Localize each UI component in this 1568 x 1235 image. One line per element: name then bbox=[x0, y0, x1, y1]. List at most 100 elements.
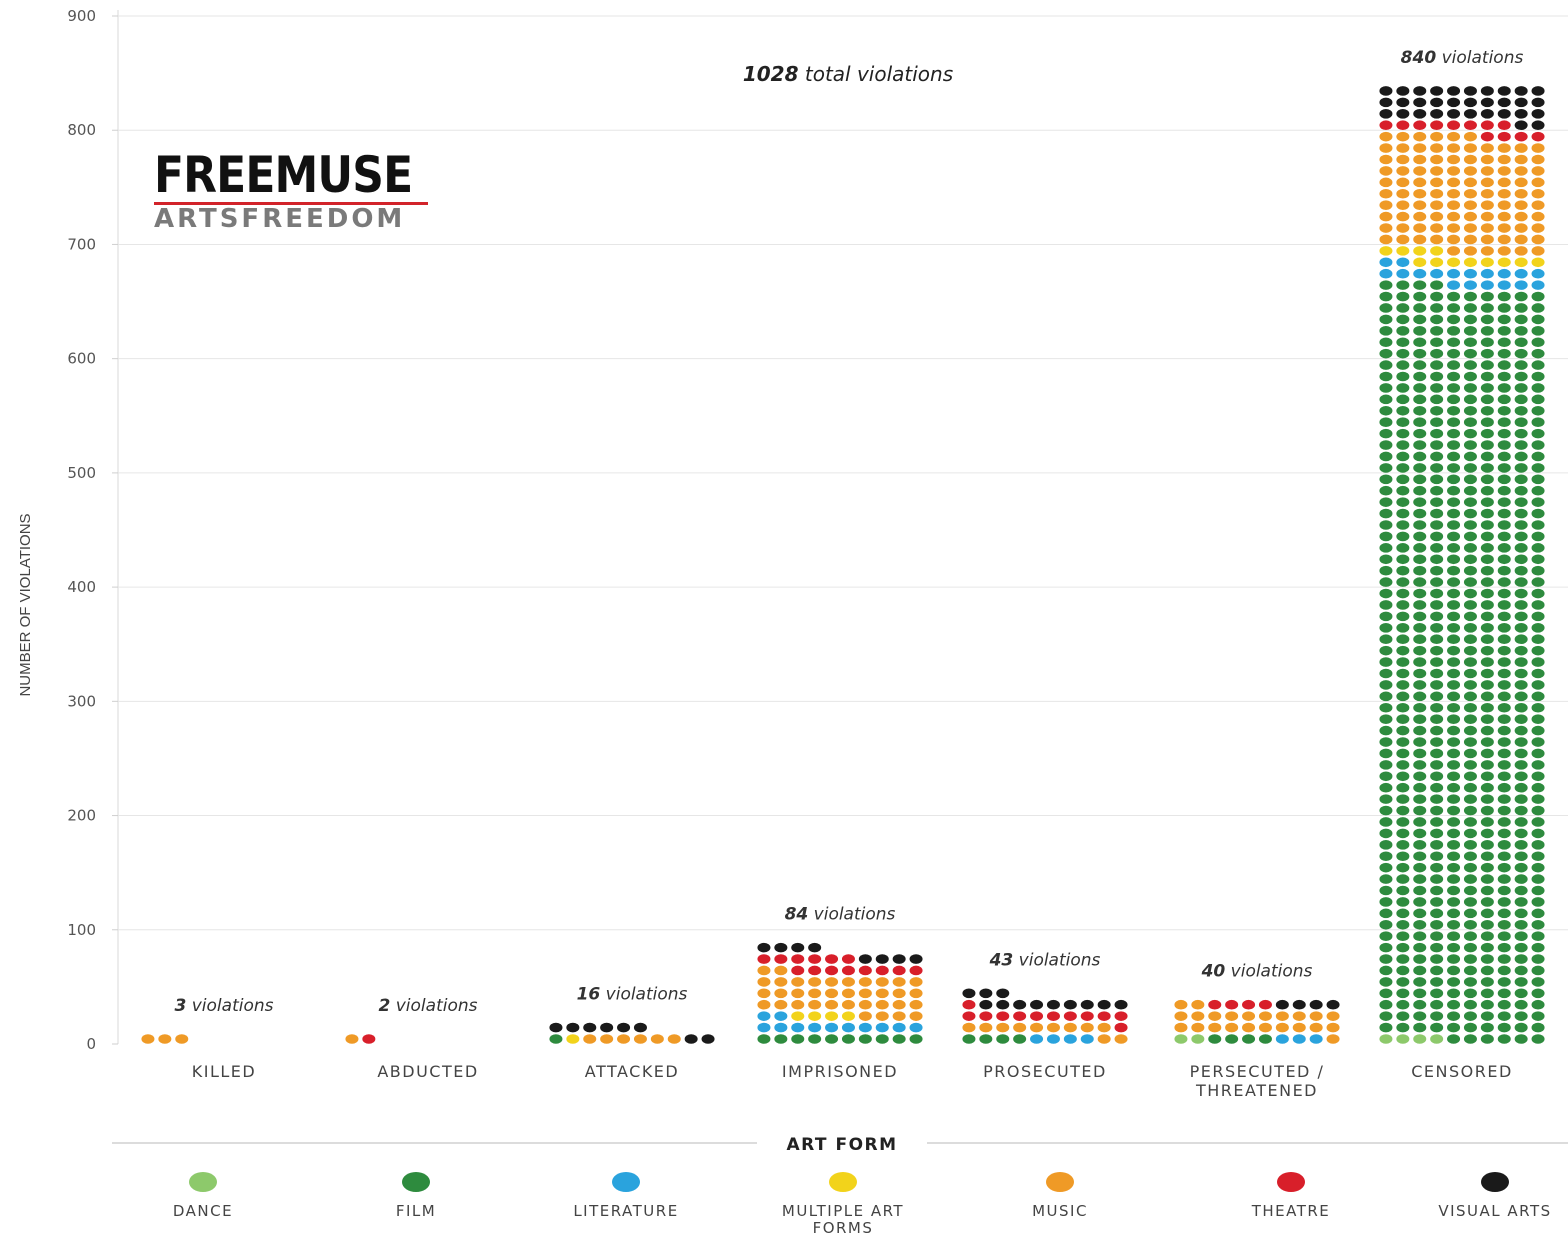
dot-film bbox=[1514, 611, 1528, 622]
y-tick-label: 300 bbox=[67, 692, 96, 710]
dot-literature bbox=[1063, 1034, 1077, 1044]
dot-visual-arts bbox=[1379, 97, 1393, 108]
dot-visual-arts bbox=[1497, 109, 1511, 119]
dot-film bbox=[1480, 348, 1494, 359]
dot-film bbox=[1396, 851, 1410, 862]
legend-label-multiple-art-line2: FORMS bbox=[813, 1219, 874, 1235]
dot-film bbox=[1413, 508, 1427, 519]
dot-film bbox=[1531, 314, 1545, 325]
dot-film bbox=[1531, 1022, 1545, 1033]
dot-visual-arts bbox=[1514, 97, 1528, 108]
dot-film bbox=[1463, 314, 1477, 325]
dot-multiple-art bbox=[1379, 246, 1393, 256]
dot-film bbox=[1430, 897, 1444, 907]
dot-dance bbox=[1174, 1034, 1188, 1044]
dot-film bbox=[1531, 543, 1545, 553]
dot-film bbox=[1514, 691, 1528, 702]
dot-film bbox=[1396, 337, 1410, 348]
dot-music bbox=[909, 977, 923, 987]
dot-film bbox=[1531, 291, 1545, 302]
dot-film bbox=[1447, 737, 1461, 747]
dot-music bbox=[1396, 154, 1410, 165]
dot-film bbox=[1447, 611, 1461, 622]
dot-literature bbox=[1497, 280, 1511, 290]
dot-visual-arts bbox=[875, 954, 889, 964]
dot-music bbox=[1097, 1022, 1111, 1033]
dot-film bbox=[791, 1034, 805, 1044]
dot-film bbox=[1396, 440, 1410, 450]
dot-film bbox=[1447, 383, 1461, 393]
logo-rule bbox=[154, 202, 428, 205]
annotation-text: violations bbox=[390, 996, 477, 1016]
dot-film bbox=[1463, 851, 1477, 862]
dot-visual-arts bbox=[774, 942, 788, 953]
dot-theatre bbox=[1531, 131, 1545, 142]
legend-title: ART FORM bbox=[786, 1135, 897, 1155]
dot-film bbox=[1430, 360, 1444, 370]
dot-film bbox=[1379, 497, 1393, 507]
dot-film bbox=[1514, 520, 1528, 530]
dot-film bbox=[1447, 794, 1461, 804]
dot-film bbox=[1480, 337, 1494, 348]
dot-film bbox=[1463, 440, 1477, 450]
dot-multiple-art bbox=[1430, 257, 1444, 268]
dot-multiple-art bbox=[1463, 257, 1477, 268]
dot-literature bbox=[1447, 268, 1461, 279]
dot-film bbox=[1514, 600, 1528, 610]
dot-music bbox=[1430, 143, 1444, 153]
dot-film bbox=[1514, 543, 1528, 553]
annotation-number: 2 bbox=[379, 996, 391, 1016]
annotation-text: violations bbox=[186, 996, 273, 1016]
dot-film bbox=[1480, 543, 1494, 553]
dot-film bbox=[1463, 657, 1477, 667]
dot-film bbox=[1447, 520, 1461, 530]
dot-film bbox=[1396, 977, 1410, 987]
dot-music bbox=[1463, 223, 1477, 233]
dot-film bbox=[1379, 691, 1393, 702]
dot-visual-arts bbox=[808, 942, 822, 953]
dot-visual-arts bbox=[633, 1022, 647, 1033]
dot-film bbox=[1514, 840, 1528, 850]
dot-theatre bbox=[1480, 120, 1494, 131]
dot-film bbox=[1514, 531, 1528, 542]
dot-film bbox=[1463, 817, 1477, 827]
dot-film bbox=[1497, 348, 1511, 359]
dot-film bbox=[1447, 405, 1461, 416]
dot-film bbox=[1430, 554, 1444, 565]
dot-literature bbox=[1292, 1034, 1306, 1044]
legend-label-dance: DANCE bbox=[173, 1202, 233, 1220]
dot-film bbox=[1514, 771, 1528, 782]
dot-visual-arts bbox=[1326, 999, 1340, 1010]
dot-visual-arts bbox=[1514, 109, 1528, 119]
dot-film bbox=[1480, 508, 1494, 519]
dot-film bbox=[1413, 497, 1427, 507]
dot-film bbox=[1413, 474, 1427, 485]
dot-film bbox=[1514, 326, 1528, 336]
dot-music bbox=[808, 988, 822, 999]
dot-visual-arts bbox=[892, 954, 906, 964]
dot-visual-arts bbox=[1396, 109, 1410, 119]
dot-music bbox=[1413, 211, 1427, 222]
dot-visual-arts bbox=[1463, 97, 1477, 108]
dot-music bbox=[1514, 188, 1528, 199]
dot-film bbox=[1396, 737, 1410, 747]
dot-visual-arts bbox=[1063, 999, 1077, 1010]
dot-theatre bbox=[1013, 1011, 1027, 1021]
dot-film bbox=[1430, 348, 1444, 359]
dot-music bbox=[1309, 1022, 1323, 1033]
dot-music bbox=[1379, 188, 1393, 199]
dot-film bbox=[1480, 668, 1494, 679]
dot-theatre bbox=[1114, 1022, 1128, 1033]
dot-film bbox=[1463, 360, 1477, 370]
dot-film bbox=[1514, 794, 1528, 804]
dot-film bbox=[1430, 588, 1444, 599]
dot-film bbox=[1531, 874, 1545, 884]
dot-film bbox=[1379, 417, 1393, 428]
dot-music bbox=[858, 977, 872, 987]
dot-music bbox=[996, 1022, 1010, 1033]
dot-film bbox=[1379, 862, 1393, 873]
dot-film bbox=[1396, 565, 1410, 576]
dot-film bbox=[1430, 428, 1444, 439]
dot-visual-arts bbox=[684, 1034, 698, 1044]
dot-film bbox=[1531, 337, 1545, 348]
